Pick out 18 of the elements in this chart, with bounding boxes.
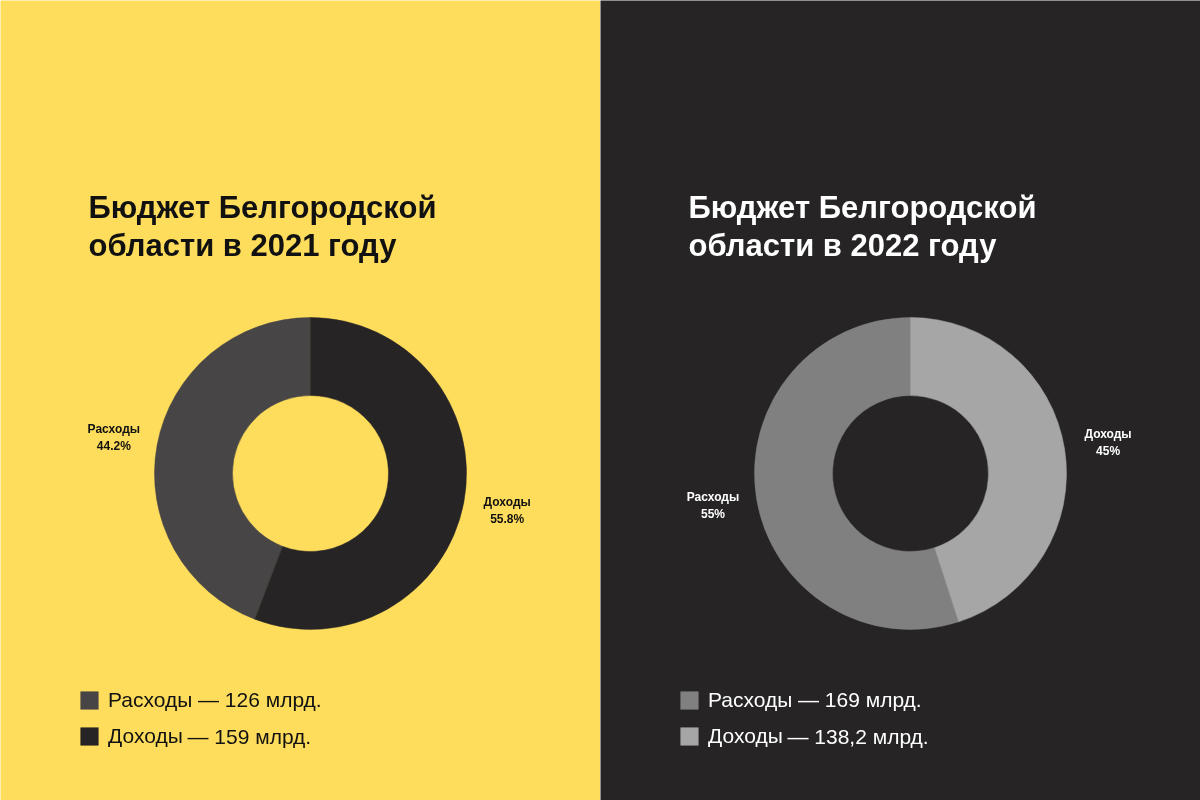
slice-label: Расходы [686, 489, 740, 504]
text: — 138,2 млрд. [787, 724, 929, 748]
text: — 126 млрд. [198, 688, 322, 711]
slice-label: Доходы [1084, 427, 1132, 442]
chart-title: Бюджет Белгородской области в 2021 году [88, 190, 437, 263]
chart-title: Бюджет Белгородской области в 2022 году [688, 190, 1037, 263]
text: — 159 млрд. [187, 724, 312, 748]
data-label: 55.8% [490, 511, 525, 526]
legend-label: Доходы [108, 724, 183, 748]
slice-label: Расходы [87, 422, 141, 437]
slice-label: Доходы [483, 494, 531, 509]
text: — 169 млрд. [798, 688, 922, 711]
legend-label: Расходы [108, 688, 193, 712]
legend-label: Доходы [708, 724, 783, 748]
legend-label: Расходы [708, 688, 793, 712]
data-label: 55% [700, 506, 726, 521]
data-label: 44.2% [96, 439, 132, 454]
data-label: 45% [1096, 444, 1121, 459]
